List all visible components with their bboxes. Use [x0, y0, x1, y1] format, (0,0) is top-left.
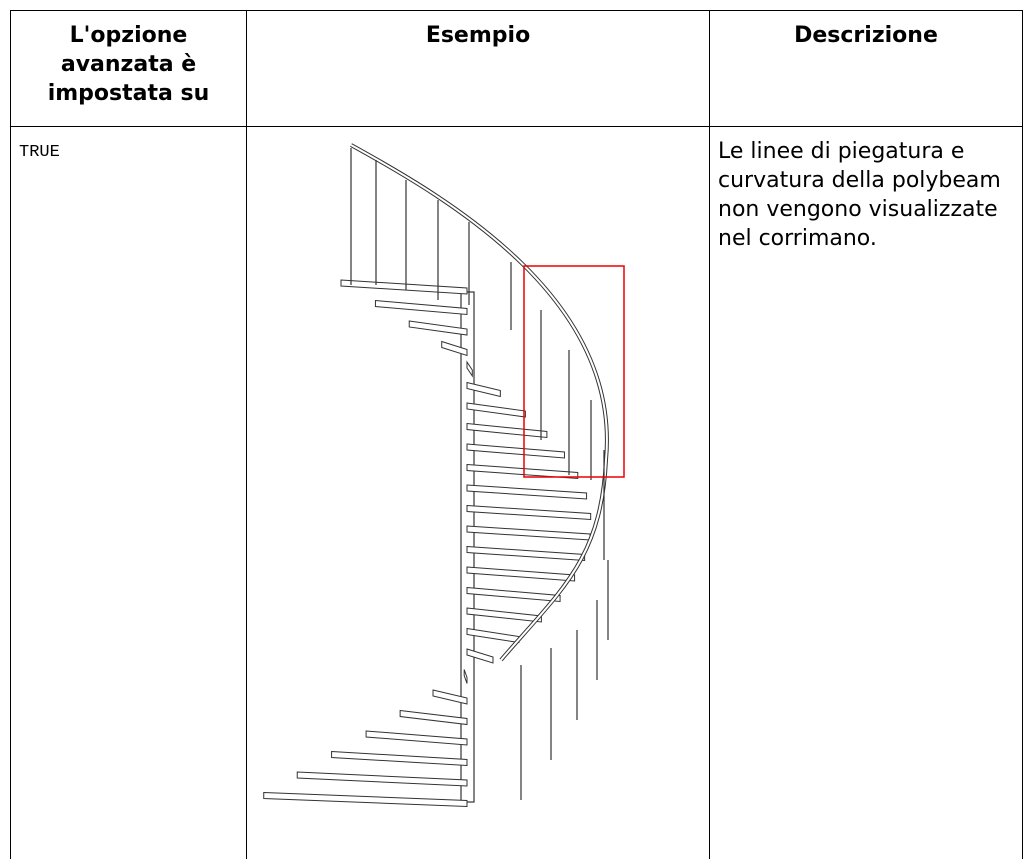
page: L'opzione avanzata è impostata su Esempi…: [0, 0, 1032, 826]
staircase-illustration: [247, 127, 710, 827]
option-cell: TRUE: [11, 127, 247, 859]
drawing-line: [409, 321, 467, 335]
drawing-line: [341, 280, 467, 294]
header-cell: Esempio: [247, 11, 710, 127]
drawing-line: [467, 588, 560, 602]
drawing-line: [366, 731, 467, 745]
drawing-line: [467, 444, 564, 458]
drawing-line: [467, 547, 585, 561]
drawing-line: [467, 629, 519, 643]
drawing-line: [467, 424, 547, 438]
drawing-line: [264, 793, 467, 807]
drawing-line: [467, 567, 575, 581]
header-row: L'opzione avanzata è impostata su Esempi…: [11, 11, 1023, 127]
drawing-line: [297, 772, 467, 786]
drawing-line: [375, 301, 467, 315]
header-cell: Descrizione: [710, 11, 1023, 127]
drawing-line: [467, 485, 587, 499]
body-row: TRUE Le linee di piegatura e curvatura d…: [11, 127, 1023, 859]
drawing-line: [332, 752, 467, 766]
example-cell: [247, 127, 710, 859]
drawing-line: [467, 403, 525, 417]
description-cell: Le linee di piegatura e curvatura della …: [710, 127, 1023, 859]
drawing-line: [467, 526, 590, 540]
option-table: L'opzione avanzata è impostata su Esempi…: [10, 10, 1023, 859]
drawing-line: [467, 506, 591, 520]
header-cell: L'opzione avanzata è impostata su: [11, 11, 247, 127]
drawing-line: [400, 711, 467, 725]
drawing-line: [467, 608, 541, 622]
drawing-line: [524, 266, 624, 477]
